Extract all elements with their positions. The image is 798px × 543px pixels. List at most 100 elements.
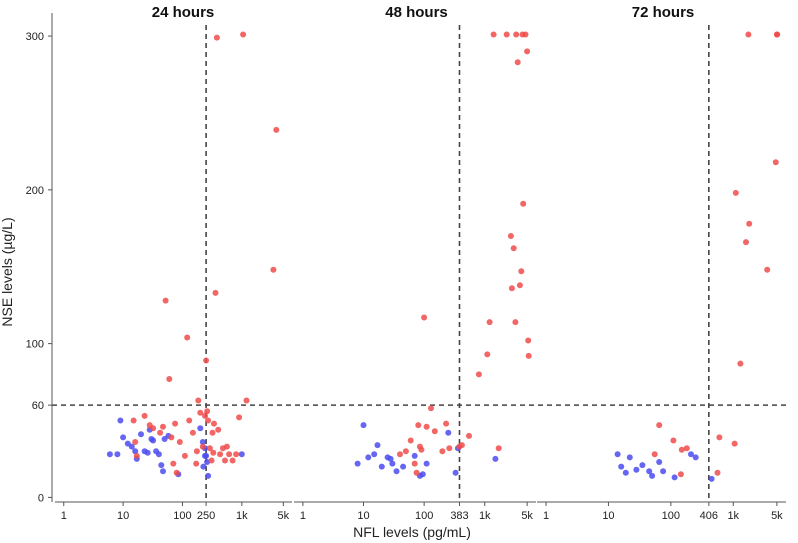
data-point-red <box>184 334 191 341</box>
data-point-red <box>737 360 744 367</box>
data-point-blue <box>200 463 207 470</box>
panel-title: 24 hours <box>152 4 215 21</box>
panel-title: 48 hours <box>385 4 448 21</box>
x-tick-label: 10 <box>357 510 369 522</box>
data-point-red <box>423 423 430 430</box>
data-point-blue <box>419 471 426 478</box>
data-point-blue <box>117 417 124 424</box>
data-point-red <box>466 432 472 439</box>
data-point-red <box>160 423 166 430</box>
data-point-blue <box>411 452 418 459</box>
data-point-red <box>512 319 519 326</box>
data-point-blue <box>688 451 694 458</box>
data-point-red <box>402 448 409 455</box>
data-point-red <box>774 31 781 38</box>
data-point-red <box>193 448 200 455</box>
data-point-red <box>518 268 525 275</box>
data-point-red <box>236 414 243 421</box>
data-point-red <box>193 460 200 467</box>
data-point-red <box>516 282 523 289</box>
data-point-blue <box>646 468 653 475</box>
data-point-red <box>212 289 219 296</box>
data-point-red <box>141 412 148 419</box>
x-axis-label: NFL levels (pg/mL) <box>353 524 471 540</box>
data-point-blue <box>114 451 121 458</box>
x-tick-label: 1 <box>300 510 306 522</box>
data-point-red <box>215 426 222 433</box>
data-point-red <box>229 457 236 464</box>
data-point-red <box>211 420 217 427</box>
data-point-blue <box>660 468 667 475</box>
panel-3: 72 hours 1 10 100 1k 5k 406 <box>537 4 786 522</box>
data-point-blue <box>144 449 151 456</box>
data-point-red <box>217 451 224 458</box>
data-point-red <box>525 352 532 359</box>
data-point-blue <box>354 460 361 467</box>
x-tick-label: 1 <box>543 510 549 522</box>
data-point-red <box>226 451 233 458</box>
data-point-blue <box>614 451 621 458</box>
data-point-red <box>411 460 418 467</box>
panel-2: 48 hours 1 10 100 1k 5k 383 <box>294 4 536 522</box>
data-point-blue <box>155 451 162 458</box>
data-point-red <box>731 440 738 447</box>
data-point-red <box>484 351 491 358</box>
data-point-red <box>772 159 779 166</box>
data-point-red <box>525 337 532 344</box>
data-point-blue <box>158 462 165 469</box>
data-point-red <box>475 371 482 378</box>
data-point-red <box>651 451 658 458</box>
data-point-red <box>714 469 721 476</box>
data-point-red <box>181 452 188 459</box>
x-tick-label: 1k <box>727 510 739 522</box>
data-point-blue <box>452 469 459 476</box>
x-tick-label: 1k <box>479 510 491 522</box>
data-point-red <box>133 452 140 459</box>
axes-layer: 0 60 100 200 300 <box>26 13 53 504</box>
data-point-red <box>490 31 497 38</box>
data-point-red <box>458 442 465 449</box>
data-point-blue <box>622 469 629 476</box>
y-tick-label: 300 <box>26 31 44 43</box>
data-point-red <box>656 422 663 429</box>
data-point-red <box>510 245 517 252</box>
data-point-red <box>168 434 175 441</box>
y-tick-label: 60 <box>32 400 44 412</box>
data-point-blue <box>132 448 139 455</box>
data-point-blue <box>656 459 663 465</box>
data-point-red <box>202 412 208 419</box>
data-point-red <box>764 266 771 273</box>
data-point-red <box>204 408 211 415</box>
data-point-blue <box>692 454 699 461</box>
data-point-red <box>397 451 403 458</box>
data-point-blue <box>649 472 656 479</box>
data-point-red <box>439 448 446 455</box>
x-threshold-label: 406 <box>700 510 718 522</box>
data-point-red <box>524 48 531 55</box>
data-point-red <box>270 266 277 273</box>
data-point-red <box>243 397 250 404</box>
data-point-blue <box>639 462 646 469</box>
data-point-red <box>203 357 210 364</box>
data-point-blue <box>445 429 452 436</box>
y-tick-label: 0 <box>38 492 44 504</box>
data-point-red <box>130 417 137 424</box>
panel-title: 72 hours <box>632 4 695 21</box>
data-point-red <box>166 376 173 382</box>
data-point-red <box>176 439 183 445</box>
data-point-red <box>189 429 196 436</box>
data-point-red <box>716 434 723 441</box>
data-point-red <box>222 457 228 464</box>
x-tick-label: 10 <box>117 510 129 522</box>
data-point-red <box>273 126 280 133</box>
data-point-red <box>195 397 202 404</box>
data-point-red <box>745 31 752 38</box>
data-point-red <box>670 437 677 444</box>
data-point-red <box>508 285 515 292</box>
data-point-red <box>197 409 204 416</box>
data-point-blue <box>626 454 633 461</box>
data-point-blue <box>618 463 625 470</box>
data-point-red <box>428 405 434 412</box>
data-point-red <box>421 314 428 321</box>
y-axis-label: NSE levels (µg/L) <box>0 217 15 326</box>
